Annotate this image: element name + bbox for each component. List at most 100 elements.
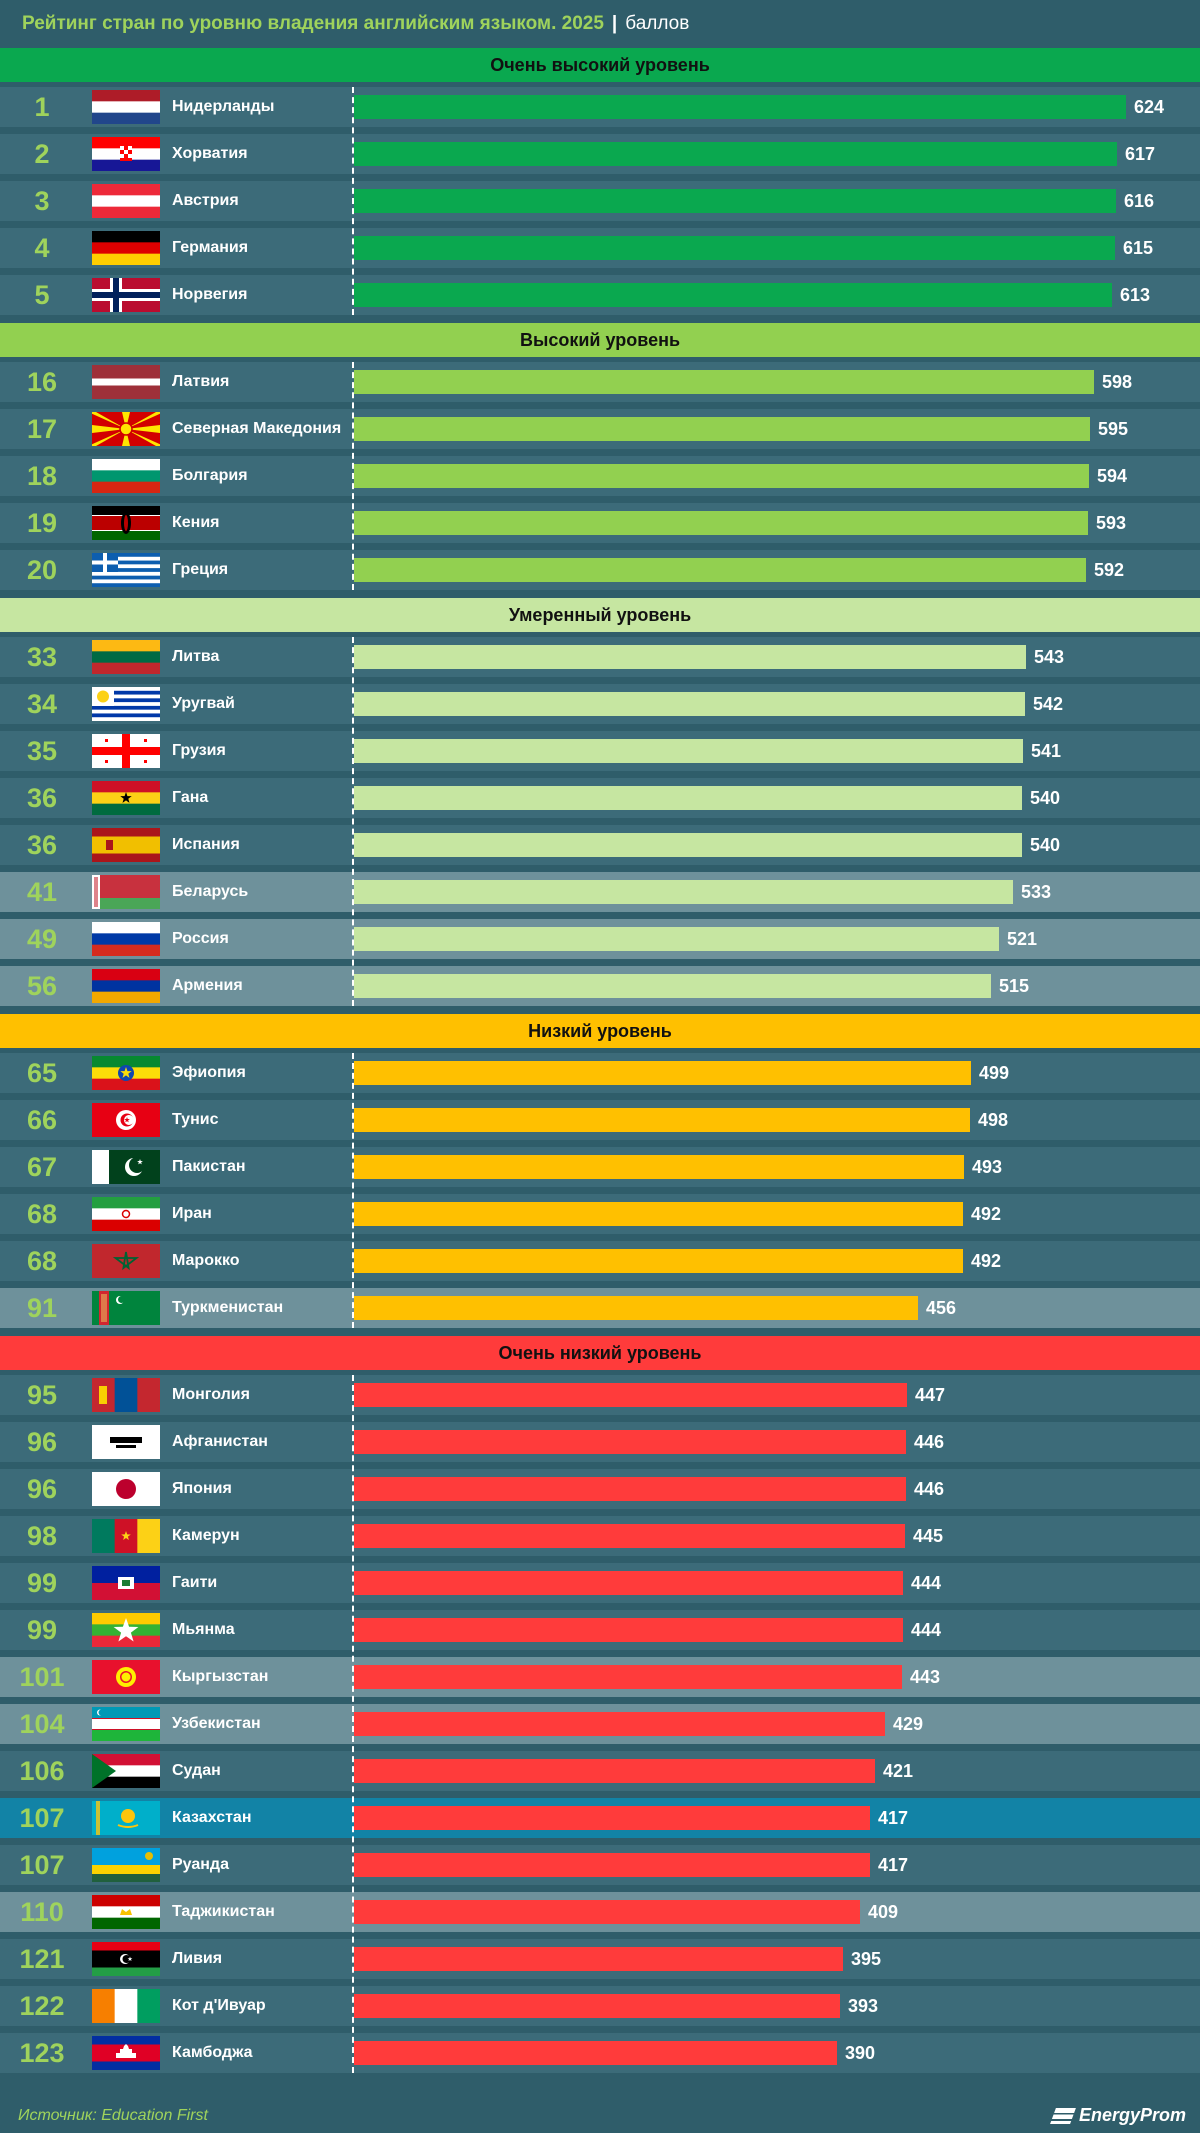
country-label: Иран	[172, 1205, 212, 1222]
uruguay-flag-icon	[92, 687, 160, 721]
chart-row: 68 Марокко 492	[0, 1241, 1200, 1281]
baseline-axis	[352, 1375, 354, 2073]
chart-row: 34 Уругвай 542	[0, 684, 1200, 724]
ivory-coast-flag-icon	[92, 1989, 160, 2023]
chart-row: 95 Монголия 447	[0, 1375, 1200, 1415]
country-label: Мьянма	[172, 1621, 235, 1638]
bar	[354, 1061, 971, 1085]
value-label: 598	[1102, 371, 1133, 392]
baseline-axis	[352, 87, 354, 315]
rank-label: 95	[26, 1379, 58, 1410]
energyprom-logo: EnergyProm	[1050, 2098, 1186, 2133]
chart-row: 2 Хорватия 617	[0, 134, 1200, 174]
baseline-axis	[352, 1053, 354, 1328]
kyrgyzstan-flag-icon	[92, 1660, 160, 1694]
value-label: 444	[911, 1619, 942, 1640]
rank-label: 5	[34, 279, 50, 310]
haiti-flag-icon	[92, 1566, 160, 1600]
footer: Источник: Education First EnergyProm	[0, 2098, 1200, 2133]
croatia-flag-icon	[92, 137, 160, 171]
country-label: Ливия	[172, 1950, 223, 1967]
value-label: 417	[878, 1854, 909, 1875]
chart-row: 41 Беларусь 533	[0, 872, 1200, 912]
value-label: 617	[1125, 143, 1156, 164]
bar	[354, 1900, 860, 1924]
value-label: 409	[868, 1901, 899, 1922]
greece-flag-icon	[92, 553, 160, 587]
kenya-flag-icon: undefined	[92, 506, 160, 540]
logo-text: EnergyProm	[1078, 2105, 1186, 2125]
chart-title: Рейтинг стран по уровню владения английс…	[0, 0, 1200, 48]
baseline-axis	[352, 362, 354, 590]
chart-row: 121 Ливия 395	[0, 1939, 1200, 1979]
bar	[354, 1383, 907, 1407]
chart-row: 4 Германия 615	[0, 228, 1200, 268]
country-label: Узбекистан	[172, 1715, 261, 1732]
value-label: 615	[1123, 237, 1154, 258]
bar	[354, 1155, 964, 1179]
rank-label: 66	[26, 1104, 58, 1135]
section-header-high: Высокий уровень	[0, 323, 1200, 357]
bar	[354, 142, 1117, 166]
chart-row: 16 Латвия 598	[0, 362, 1200, 402]
bar	[354, 283, 1112, 307]
rank-label: 104	[19, 1708, 65, 1739]
bar	[354, 236, 1115, 260]
spain-flag-icon	[92, 828, 160, 862]
chart-row: 123 Камбоджа 390	[0, 2033, 1200, 2073]
country-label: Хорватия	[172, 145, 248, 162]
chart-row: 36 Испания 540	[0, 825, 1200, 865]
chart-row: 67 Пакистан 493	[0, 1147, 1200, 1187]
chart-row: 5 Норвегия 613	[0, 275, 1200, 315]
rank-label: 99	[26, 1567, 58, 1598]
chart-row: 66 Тунис 498	[0, 1100, 1200, 1140]
rank-label: 68	[26, 1198, 58, 1229]
country-label: Испания	[172, 836, 240, 853]
chart-row: 101 Кыргызстан 443	[0, 1657, 1200, 1697]
belarus-flag-icon	[92, 875, 160, 909]
value-label: 456	[926, 1297, 957, 1318]
bar	[354, 1249, 963, 1273]
bar	[354, 464, 1089, 488]
value-label: 447	[915, 1384, 946, 1405]
chart-row: 110 Таджикистан 409	[0, 1892, 1200, 1932]
rank-label: 41	[26, 876, 58, 907]
bar	[354, 1994, 840, 2018]
country-label: Беларусь	[172, 883, 249, 900]
bar	[354, 1947, 843, 1971]
rank-label: 122	[19, 1990, 65, 2021]
title-unit: баллов	[625, 13, 690, 34]
bar	[354, 1618, 903, 1642]
bar	[354, 1665, 902, 1689]
rank-label: 18	[26, 460, 58, 491]
country-label: Нидерланды	[172, 98, 275, 115]
turkmenistan-flag-icon	[92, 1291, 160, 1325]
value-label: 593	[1096, 512, 1127, 533]
chart-row: 68 Иран 492	[0, 1194, 1200, 1234]
ghana-flag-icon	[92, 781, 160, 815]
bar	[354, 2041, 837, 2065]
value-label: 594	[1097, 465, 1128, 486]
value-label: 540	[1030, 834, 1061, 855]
rank-label: 56	[26, 970, 58, 1001]
value-label: 445	[913, 1525, 944, 1546]
bar	[354, 189, 1116, 213]
section-header-very-low: Очень низкий уровень	[0, 1336, 1200, 1370]
country-label: Уругвай	[172, 695, 235, 712]
bar	[354, 786, 1022, 810]
chart-row: 1 Нидерланды 624	[0, 87, 1200, 127]
country-label: Грузия	[172, 742, 226, 759]
chart-row: 106 Судан 421	[0, 1751, 1200, 1791]
value-label: 492	[971, 1250, 1002, 1271]
chart-row: 19 undefined Кения 593	[0, 503, 1200, 543]
value-label: 417	[878, 1807, 909, 1828]
rank-label: 1	[34, 91, 50, 122]
value-label: 498	[978, 1109, 1009, 1130]
japan-flag-icon	[92, 1472, 160, 1506]
value-label: 515	[999, 975, 1030, 996]
section-header-low: Низкий уровень	[0, 1014, 1200, 1048]
bar	[354, 1524, 905, 1548]
ethiopia-flag-icon	[92, 1056, 160, 1090]
chart-row: 17 Северная Македония 595	[0, 409, 1200, 449]
rank-label: 106	[19, 1755, 65, 1786]
